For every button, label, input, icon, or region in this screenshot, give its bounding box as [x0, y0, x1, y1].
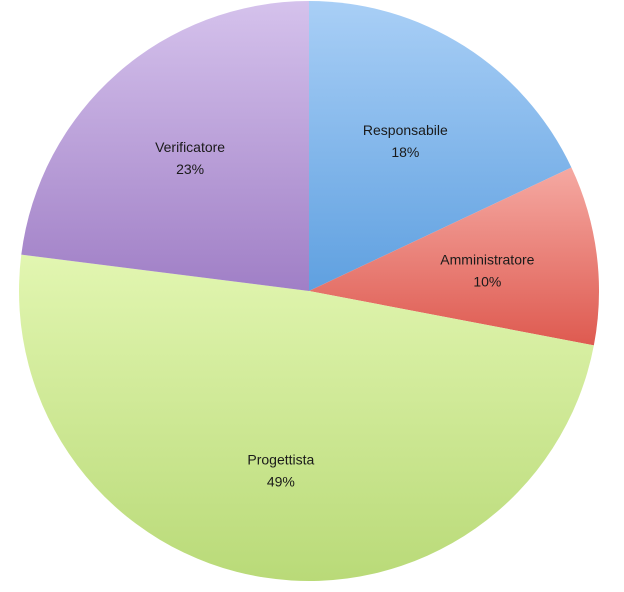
- pie-slice-responsabile: [309, 1, 572, 291]
- pie-slice-amministratore: [309, 167, 599, 346]
- slice-label-verificatore: Verificatore: [155, 139, 225, 155]
- slice-label-responsabile: Responsabile: [363, 122, 448, 138]
- pie-labels: Responsabile 18% Amministratore 10% Progetti…: [155, 122, 535, 489]
- slice-value-responsabile: 18%: [391, 144, 419, 160]
- slice-value-amministratore: 10%: [473, 273, 501, 289]
- pie-slice-progettista: [19, 254, 594, 581]
- slice-value-progettista: 49%: [267, 474, 295, 490]
- slice-value-verificatore: 23%: [176, 161, 204, 177]
- slice-label-amministratore: Amministratore: [440, 251, 534, 267]
- slice-label-progettista: Progettista: [247, 452, 314, 468]
- pie-slices: [19, 1, 599, 581]
- pie-slice-verificatore: [21, 1, 309, 291]
